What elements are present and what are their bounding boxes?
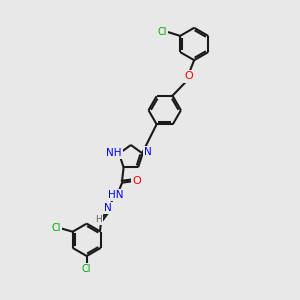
Text: NH: NH — [106, 148, 122, 158]
Text: O: O — [184, 71, 193, 81]
Text: O: O — [132, 176, 141, 186]
Text: Cl: Cl — [82, 264, 92, 274]
Text: H: H — [95, 215, 102, 224]
Text: N: N — [144, 147, 152, 158]
Text: Cl: Cl — [158, 27, 167, 37]
Text: Cl: Cl — [51, 223, 61, 233]
Text: HN: HN — [108, 190, 123, 200]
Text: N: N — [104, 203, 112, 213]
